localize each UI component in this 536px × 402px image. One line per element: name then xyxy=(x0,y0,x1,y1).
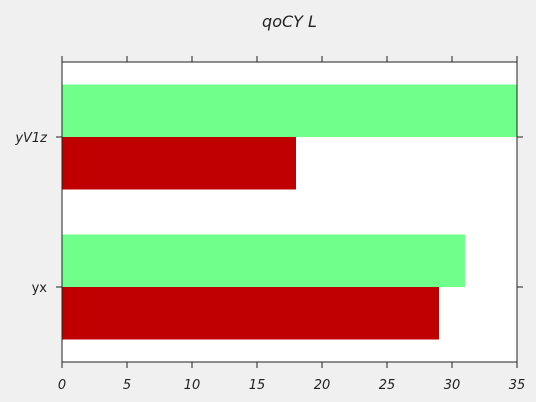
x-tick-label: 15 xyxy=(249,378,266,393)
x-tick-label: 5 xyxy=(123,378,131,393)
plot-frame xyxy=(61,61,518,363)
bar-yV1z-series-1 xyxy=(62,84,517,137)
x-tick-label: 0 xyxy=(58,378,66,393)
x-tick-label: 10 xyxy=(184,378,201,393)
bar-yV1z-series-2 xyxy=(62,137,296,190)
x-axis: 0 5 10 15 20 25 30 35 xyxy=(58,56,525,393)
y-tick-label: yx xyxy=(32,281,48,296)
x-tick-label: 20 xyxy=(314,378,331,393)
y-axis: yV1z yx xyxy=(14,131,523,296)
bar-yx-series-2 xyxy=(62,287,439,340)
bar-yx-series-1 xyxy=(62,234,465,287)
x-tick-label: 30 xyxy=(444,378,461,393)
chart-title: qoCY L xyxy=(262,12,317,31)
bars-group xyxy=(62,84,517,340)
x-tick-label: 35 xyxy=(509,378,526,393)
x-tick-label: 25 xyxy=(379,378,396,393)
y-tick-label: yV1z xyxy=(14,131,48,146)
